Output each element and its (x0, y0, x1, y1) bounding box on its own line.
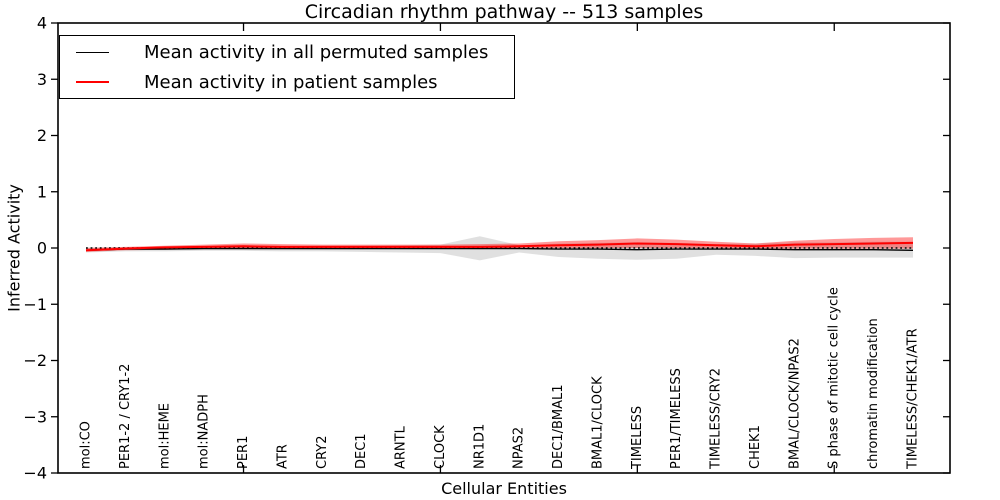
series-line-permuted (85, 247, 914, 251)
x-category-label: PER1-2 / CRY1-2 (118, 364, 133, 469)
x-category-label: CHEK1 (748, 425, 763, 469)
x-category-label: BMAL1/CLOCK (590, 376, 605, 469)
y-tick-label: 0 (37, 239, 47, 258)
x-category-label: PER1 (236, 436, 251, 469)
x-category-label: ATR (275, 444, 290, 469)
x-category-label: chromatin modification (866, 318, 881, 469)
x-category-label: DEC1/BMAL1 (551, 385, 566, 470)
chart-title: Circadian rhythm pathway -- 513 samples (304, 1, 704, 23)
legend-item-permuted: Mean activity in all permuted samples (60, 38, 514, 66)
y-tick-label: −2 (23, 351, 47, 370)
legend-label-permuted: Mean activity in all permuted samples (144, 41, 489, 63)
x-category-label: BMAL/CLOCK/NPAS2 (787, 338, 802, 469)
y-tick-label: 3 (37, 70, 47, 89)
y-tick-label: −1 (23, 295, 47, 314)
series-line-patient (85, 241, 914, 252)
x-category-label: NPAS2 (512, 427, 527, 469)
x-category-label: CRY2 (315, 436, 330, 470)
legend-box: Mean activity in all permuted samples Me… (59, 35, 515, 99)
y-tick-label: 1 (37, 182, 47, 201)
x-category-label: CLOCK (433, 425, 448, 469)
x-category-label: PER1/TIMELESS (669, 368, 684, 469)
x-category-label: mol:HEME (157, 403, 172, 469)
legend-line-patient-swatch (76, 81, 109, 83)
x-category-label: TIMELESS/CHEK1/ATR (906, 328, 921, 470)
y-tick-label: −3 (23, 407, 47, 426)
y-tick-label: 2 (37, 126, 47, 145)
y-tick-label: 4 (37, 14, 47, 33)
x-category-label: ARNTL (394, 425, 409, 469)
y-axis-label: Inferred Activity (4, 184, 24, 312)
x-category-label: TIMELESS (630, 406, 645, 470)
x-category-label: TIMELESS/CRY2 (709, 368, 724, 470)
legend-line-permuted-swatch (76, 51, 109, 53)
x-category-label: DEC1 (354, 433, 369, 469)
x-axis-label: Cellular Entities (441, 479, 567, 498)
legend-label-patient: Mean activity in patient samples (144, 71, 438, 93)
x-category-label: S phase of mitotic cell cycle (827, 287, 842, 469)
x-category-label: mol:NADPH (197, 394, 212, 469)
x-category-label: NR1D1 (472, 424, 487, 469)
y-tick-label: −4 (23, 464, 47, 483)
legend-item-patient: Mean activity in patient samples (60, 68, 514, 96)
x-category-label: mol:CO (79, 421, 94, 469)
